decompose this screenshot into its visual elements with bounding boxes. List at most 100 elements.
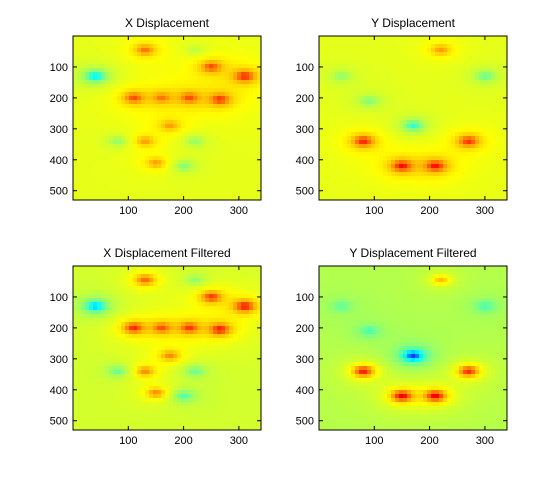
heatmap-cell: [129, 104, 134, 109]
heatmap-cell: [213, 104, 218, 109]
heatmap-cell: [221, 120, 226, 125]
heatmap-cell: [419, 68, 424, 73]
heatmap-cell: [375, 60, 380, 65]
heatmap-cell: [153, 350, 158, 355]
heatmap-cell: [375, 148, 380, 153]
heatmap-cell: [89, 104, 94, 109]
heatmap-cell: [443, 152, 448, 157]
heatmap-cell: [113, 168, 118, 173]
heatmap-cell: [443, 104, 448, 109]
heatmap-cell: [145, 76, 150, 81]
heatmap-cell: [459, 188, 464, 193]
heatmap-cell: [97, 60, 102, 65]
heatmap-cell: [237, 104, 242, 109]
heatmap-cell: [161, 322, 166, 327]
heatmap-cell: [245, 334, 250, 339]
heatmap-cell: [467, 184, 472, 189]
heatmap-cell: [471, 156, 476, 161]
heatmap-cell: [387, 64, 392, 69]
heatmap-cell: [245, 88, 250, 93]
heatmap-cell: [209, 164, 214, 169]
heatmap-cell: [467, 96, 472, 101]
heatmap-cell: [351, 100, 356, 105]
heatmap-cell: [117, 112, 122, 117]
heatmap-cell: [193, 160, 198, 165]
heatmap-cell: [169, 92, 174, 97]
heatmap-cell: [411, 172, 416, 177]
heatmap-cell: [249, 334, 254, 339]
heatmap-cell: [85, 52, 90, 57]
heatmap-cell: [435, 56, 440, 61]
heatmap-cell: [185, 342, 190, 347]
heatmap-cell: [359, 172, 364, 177]
heatmap-cell: [153, 112, 158, 117]
heatmap-cell: [233, 286, 238, 291]
heatmap-cell: [347, 68, 352, 73]
heatmap-cell: [319, 144, 324, 149]
heatmap-cell: [241, 306, 246, 311]
heatmap-cell: [173, 48, 178, 53]
heatmap-cell: [455, 48, 460, 53]
heatmap-cell: [487, 76, 492, 81]
heatmap-cell: [153, 128, 158, 133]
heatmap-cell: [213, 40, 218, 45]
heatmap-cell: [431, 48, 436, 53]
heatmap-cell: [97, 310, 102, 315]
heatmap-cell: [339, 100, 344, 105]
heatmap-cell: [77, 306, 82, 311]
heatmap-cell: [237, 342, 242, 347]
heatmap-cell: [81, 192, 86, 197]
heatmap-cell: [237, 192, 242, 197]
heatmap-cell: [113, 108, 118, 113]
heatmap-cell: [443, 128, 448, 133]
heatmap-cell: [225, 148, 230, 153]
heatmap-cell: [201, 310, 206, 315]
heatmap-cell: [149, 326, 154, 331]
heatmap-cell: [161, 124, 166, 129]
heatmap-cell: [101, 160, 106, 165]
heatmap-cell: [177, 108, 182, 113]
heatmap-cell: [125, 88, 130, 93]
heatmap-cell: [495, 104, 500, 109]
heatmap-cell: [137, 184, 142, 189]
heatmap-cell: [463, 112, 468, 117]
heatmap-cell: [153, 180, 158, 185]
heatmap-cell: [499, 160, 504, 165]
heatmap-cell: [245, 172, 250, 177]
heatmap-cell: [133, 334, 138, 339]
heatmap-cell: [419, 176, 424, 181]
heatmap-cell: [491, 156, 496, 161]
heatmap-cell: [491, 48, 496, 53]
heatmap-cell: [467, 52, 472, 57]
heatmap-cell: [121, 188, 126, 193]
heatmap-cell: [399, 112, 404, 117]
heatmap-cell: [137, 278, 142, 283]
heatmap-cell: [157, 56, 162, 61]
heatmap-cell: [423, 100, 428, 105]
heatmap-cell: [335, 168, 340, 173]
heatmap-cell: [181, 128, 186, 133]
heatmap-cell: [145, 294, 150, 299]
heatmap-cell: [459, 112, 464, 117]
heatmap-cell: [81, 270, 86, 275]
heatmap-cell: [133, 180, 138, 185]
heatmap-cell: [73, 48, 78, 53]
heatmap-cell: [479, 156, 484, 161]
heatmap-cell: [125, 310, 130, 315]
heatmap-cell: [189, 310, 194, 315]
heatmap-cell: [415, 108, 420, 113]
heatmap-cell: [253, 60, 258, 65]
heatmap-cell: [347, 96, 352, 101]
heatmap-cell: [193, 72, 198, 77]
heatmap-cell: [77, 56, 82, 61]
heatmap-cell: [339, 56, 344, 61]
heatmap-cell: [371, 36, 376, 41]
heatmap-cell: [343, 84, 348, 89]
heatmap-cell: [81, 132, 86, 137]
heatmap-cell: [331, 72, 336, 77]
heatmap-cell: [483, 112, 488, 117]
heatmap-cell: [161, 298, 166, 303]
heatmap-cell: [85, 152, 90, 157]
heatmap-cell: [137, 168, 142, 173]
heatmap-cell: [173, 64, 178, 69]
